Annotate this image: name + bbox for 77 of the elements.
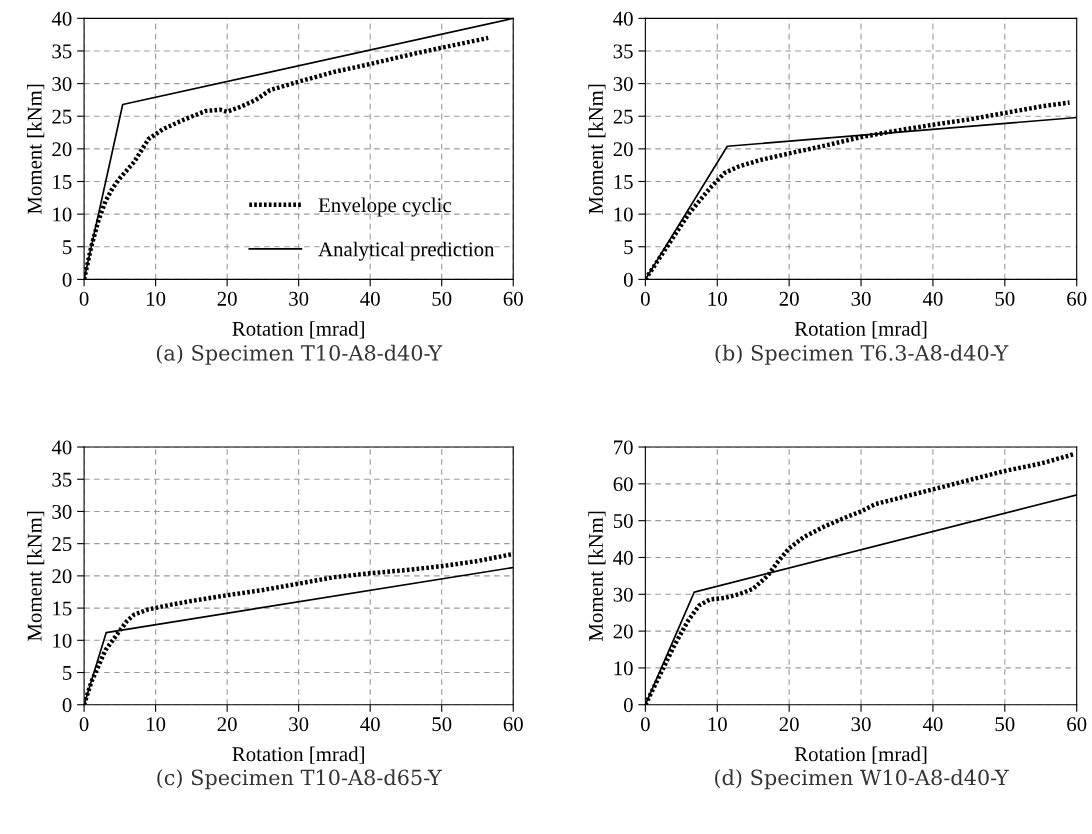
x-axis-title: Rotation [mrad] <box>794 321 927 339</box>
x-tick-label: 20 <box>217 291 237 306</box>
y-tick-label: 25 <box>613 109 633 124</box>
y-tick-label: 20 <box>52 142 72 157</box>
y-tick-label: 0 <box>62 272 72 287</box>
y-tick-label: 25 <box>52 109 72 124</box>
x-axis-title: Rotation [mrad] <box>794 746 927 764</box>
y-tick-label: 35 <box>52 44 72 59</box>
y-tick-label: 5 <box>63 240 72 255</box>
x-axis-title: Rotation [mrad] <box>232 321 364 339</box>
y-tick-label: 50 <box>613 514 633 529</box>
x-tick-label: 30 <box>851 291 871 306</box>
x-tick-label: 30 <box>851 717 871 732</box>
x-tick-label: 10 <box>708 291 727 306</box>
y-tick-label: 15 <box>53 601 72 616</box>
x-tick-label: 40 <box>922 291 943 306</box>
text: (a) Specimen T10-A8-d40-Y <box>156 344 443 365</box>
y-axis-title: Moment [kNm] <box>27 511 45 641</box>
x-axis-title: Rotation [mrad] <box>232 746 364 764</box>
x-tick-label: 50 <box>995 717 1015 732</box>
y-tick-label: 0 <box>623 698 633 713</box>
text: (d) Specimen W10-A8-d40-Y <box>715 769 1009 790</box>
x-tick-label: 50 <box>995 291 1015 306</box>
x-tick-label: 60 <box>503 291 523 306</box>
y-tick-label: 15 <box>53 174 72 189</box>
y-axis-title: Moment [kNm] <box>588 84 606 214</box>
y-tick-label: 10 <box>53 633 72 648</box>
y-tick-label: 5 <box>63 666 72 680</box>
y-tick-label: 30 <box>52 504 72 519</box>
y-tick-label: 40 <box>613 550 633 565</box>
y-tick-label: 0 <box>623 272 633 287</box>
legend-label: Envelope cyclic <box>318 197 452 217</box>
y-tick-label: 20 <box>52 569 72 584</box>
y-tick-label: 35 <box>52 472 72 487</box>
x-tick-label: 0 <box>640 717 650 732</box>
x-tick-label: 50 <box>432 717 452 732</box>
y-tick-label: 40 <box>613 11 633 26</box>
x-tick-label: 40 <box>360 717 380 732</box>
y-tick-label: 10 <box>614 207 633 222</box>
y-axis-title: Moment [kNm] <box>27 84 45 214</box>
x-tick-label: 10 <box>708 717 727 732</box>
x-tick-label: 20 <box>779 717 799 732</box>
x-tick-label: 0 <box>640 291 650 306</box>
x-tick-label: 60 <box>1067 291 1087 306</box>
legend-label: Analytical prediction <box>318 241 495 261</box>
x-tick-label: 50 <box>432 291 452 306</box>
x-tick-label: 20 <box>779 291 799 306</box>
x-tick-label: 0 <box>79 717 89 732</box>
y-tick-label: 20 <box>613 142 633 157</box>
y-tick-label: 20 <box>613 624 633 639</box>
y-tick-label: 10 <box>614 661 633 676</box>
text: (c) Specimen T10-A8-d65-Y <box>157 769 442 790</box>
y-tick-label: 30 <box>613 587 633 602</box>
x-tick-label: 40 <box>360 291 380 306</box>
y-tick-label: 0 <box>62 698 72 713</box>
y-tick-label: 5 <box>624 240 633 255</box>
y-tick-label: 25 <box>52 537 72 552</box>
x-tick-label: 60 <box>503 717 523 732</box>
x-tick-label: 20 <box>217 717 237 732</box>
y-tick-label: 40 <box>51 440 72 455</box>
y-tick-label: 30 <box>613 76 633 92</box>
x-tick-label: 10 <box>147 291 166 306</box>
x-tick-label: 0 <box>79 291 89 306</box>
x-tick-label: 30 <box>289 291 309 306</box>
y-tick-label: 10 <box>53 207 72 222</box>
y-tick-label: 60 <box>613 477 633 492</box>
x-tick-label: 30 <box>289 717 309 732</box>
text: (b) Specimen T6.3-A8-d40-Y <box>715 344 1009 365</box>
y-tick-label: 70 <box>614 440 633 455</box>
y-tick-label: 15 <box>614 174 633 189</box>
x-tick-label: 10 <box>147 717 166 732</box>
x-tick-label: 40 <box>922 717 943 732</box>
x-tick-label: 60 <box>1067 717 1087 732</box>
y-axis-title: Moment [kNm] <box>588 511 606 641</box>
y-tick-label: 30 <box>52 76 72 92</box>
y-tick-label: 40 <box>51 11 72 26</box>
y-tick-label: 35 <box>613 44 633 59</box>
